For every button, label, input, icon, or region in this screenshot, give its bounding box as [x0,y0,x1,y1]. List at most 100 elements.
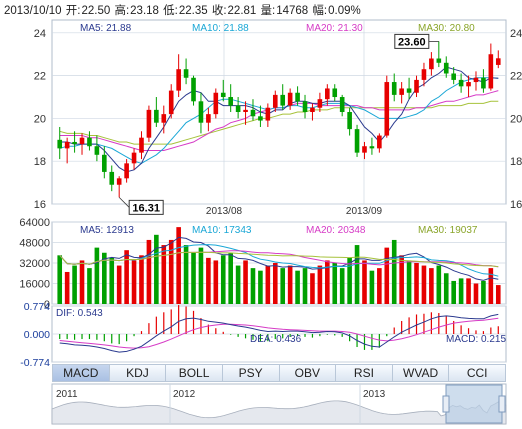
macd-grid [52,305,506,363]
volume-bar [146,239,152,304]
high-label: 高: [114,5,130,17]
low-callout-leader [118,197,130,208]
candle-body [451,73,456,80]
candle-body [317,99,323,108]
volume-bar [265,265,271,304]
tab-obv[interactable]: OBV [279,364,337,382]
x-label-2013-08: 2013/08 [206,206,243,217]
price-ma20-legend: MA20: 21.30 [306,23,363,34]
close-label: 收: [211,5,227,17]
candle-body [488,54,494,89]
volume-bar [466,278,471,304]
volume-tick: 48000 [19,238,50,250]
candle-body [399,88,404,95]
tab-macd[interactable]: MACD [52,364,110,382]
volume-bar [79,260,85,304]
price-tick-right: 18 [510,156,522,168]
candle-body [347,112,352,130]
candle-body [391,82,397,95]
price-grid [52,20,506,362]
candle-body [414,79,419,93]
tab-wvad[interactable]: WVAD [392,364,450,382]
low-label: 低: [163,5,178,17]
volume-bar [295,270,300,304]
candle-body [102,154,107,172]
candle-body [206,114,211,123]
volume-bar [272,263,278,304]
candle-body [369,146,375,149]
overview-right-handle[interactable] [498,395,506,413]
vol-ma5-legend: MA5: 12913 [80,225,134,236]
candle-body [79,137,85,145]
volume-bar [183,245,189,304]
price-tick-left: 16 [34,199,46,211]
candle-body [220,92,226,98]
dea-legend: DEA: 0.436 [250,334,302,345]
candle-body [310,107,315,112]
overview-left-handle[interactable] [442,395,450,413]
price-tick-right: 20 [510,113,522,125]
volume-bar [228,252,233,304]
candle-body [250,109,256,117]
volume-bar [384,247,390,304]
overview-sparkline [51,400,507,425]
volume-bar [168,239,174,304]
price-axis-left: 16 18 20 22 24 [34,28,46,211]
volume-bar [287,265,293,304]
dea-line [59,317,499,349]
volume-bar [206,257,211,304]
candle-body [421,69,427,80]
close-value: 22.81 [227,5,257,17]
price-tick-left: 24 [34,28,46,40]
volume-bar [451,280,456,304]
tab-kdj[interactable]: KDJ [109,364,167,382]
candle-body [481,77,486,89]
candle-body [146,109,152,138]
price-tick-left: 22 [34,71,46,83]
candle-body [384,82,390,136]
open-label: 开: [65,5,81,17]
high-callout-text: 23.60 [398,36,426,48]
volume-bar [473,283,479,304]
tab-cci[interactable]: CCI [449,364,506,382]
tab-boll[interactable]: BOLL [166,364,223,382]
overview-range-selector[interactable] [445,384,503,424]
volume-tick: 0 [44,299,50,311]
candle-body [466,82,471,87]
price-ma5-line [59,66,499,173]
dif-legend: DIF: 0.543 [56,308,103,319]
candle-body [436,58,442,63]
volume-bar [325,260,330,304]
candle-body [458,79,464,87]
volume-bar [339,268,345,304]
candle-body [258,116,263,121]
candle-body [406,88,412,93]
volume-bar [57,255,63,304]
tab-rsi[interactable]: RSI [336,364,393,382]
volume-bar [72,265,77,304]
tab-psy[interactable]: PSY [222,364,280,382]
macd-tick: 0.000 [24,329,50,341]
candle-body [325,88,330,100]
volume-bar [258,270,263,304]
volume-bar [347,257,352,304]
candle-body [161,114,167,123]
low-callout-text: 16.31 [132,202,160,214]
volume-bar [406,260,412,304]
candle-body [295,92,300,102]
price-ma10-legend: MA10: 21.88 [192,23,249,34]
price-axis-right: 16 18 20 22 24 [510,28,522,211]
candle-body [213,92,219,115]
volume-bar [414,263,419,304]
x-label-2013-09: 2013/09 [346,206,383,217]
change-value: 0.09% [328,5,361,17]
candle-body [87,137,92,147]
overview-label-2011: 2011 [56,389,78,400]
price-tick-right: 22 [510,71,522,83]
volume-tick: 16000 [19,279,50,291]
volume-tick: 64000 [19,217,50,229]
volume-bar [94,247,100,304]
volume-axis: 0 16000 32000 48000 64000 [19,217,50,311]
macd-legend: MACD: 0.215 [446,334,506,345]
